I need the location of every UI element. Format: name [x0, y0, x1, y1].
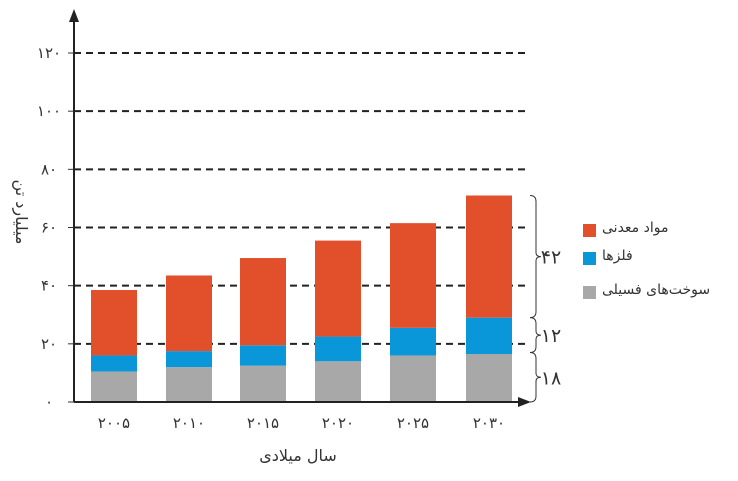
bar-fossil-1	[166, 367, 212, 402]
legend-swatch-metals	[583, 252, 596, 265]
x-tick-label: ۲۰۱۵	[247, 414, 279, 432]
x-tick-label: ۲۰۳۰	[473, 414, 505, 432]
x-axis-label: سال میلادی	[259, 446, 337, 465]
y-tick-label: ۱۰۰	[37, 102, 61, 120]
y-tick-label: ۶۰	[41, 219, 57, 237]
bar-fossil-3	[315, 361, 361, 402]
legend-item-metals: فلزها	[583, 248, 733, 268]
brace-label: ۱۸	[541, 367, 561, 389]
y-tick-label: ۰	[45, 393, 53, 411]
bar-metals-5	[466, 317, 512, 355]
bar-metals-3	[315, 336, 361, 362]
y-axis-arrow	[69, 9, 79, 22]
legend-label-minerals: مواد معدنی	[602, 220, 669, 236]
bar-fossil-5	[466, 354, 512, 402]
y-axis-label: میلیارد تن	[11, 180, 31, 245]
brace-0	[529, 195, 542, 319]
legend-item-fossil: سوخت‌های فسیلی	[583, 282, 733, 302]
bar-metals-2	[240, 345, 286, 366]
legend-swatch-minerals	[583, 224, 596, 237]
legend-label-fossil: سوخت‌های فسیلی	[602, 282, 711, 298]
x-tick-label: ۲۰۰۵	[98, 414, 130, 432]
bar-minerals-1	[166, 275, 212, 352]
x-axis-arrow	[518, 397, 531, 407]
bar-minerals-2	[240, 258, 286, 346]
brace-1	[529, 317, 542, 354]
y-tick-label: ۱۲۰	[37, 44, 61, 62]
brace-label: ۴۲	[541, 247, 561, 269]
bar-metals-4	[390, 327, 436, 356]
x-tick-label: ۲۰۲۵	[397, 414, 429, 432]
legend-swatch-fossil	[583, 286, 596, 299]
bar-minerals-4	[390, 223, 436, 328]
y-tick-label: ۸۰	[41, 160, 57, 178]
bar-minerals-5	[466, 195, 512, 318]
brace-label: ۱۲	[541, 325, 561, 347]
bar-fossil-2	[240, 365, 286, 402]
x-tick-label: ۲۰۱۰	[173, 414, 205, 432]
y-tick-label: ۴۰	[41, 277, 57, 295]
bar-minerals-0	[91, 290, 137, 356]
bar-fossil-0	[91, 371, 137, 402]
bar-fossil-4	[390, 355, 436, 402]
bar-minerals-3	[315, 240, 361, 337]
bar-metals-1	[166, 351, 212, 368]
bar-metals-0	[91, 355, 137, 372]
legend-item-minerals: مواد معدنی	[583, 220, 733, 240]
x-tick-label: ۲۰۲۰	[322, 414, 354, 432]
y-tick-label: ۲۰	[41, 335, 57, 353]
brace-2	[529, 352, 542, 403]
legend-label-metals: فلزها	[602, 248, 633, 264]
